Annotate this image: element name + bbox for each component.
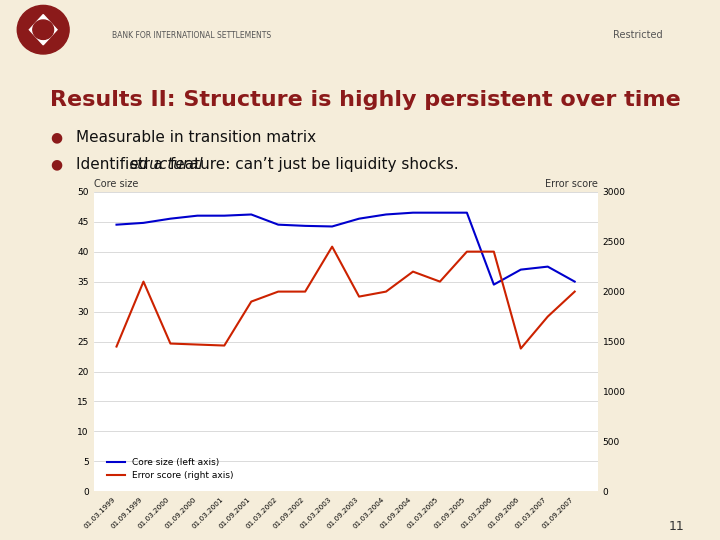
Text: BANK FOR INTERNATIONAL SETTLEMENTS: BANK FOR INTERNATIONAL SETTLEMENTS bbox=[112, 31, 271, 39]
Text: ●: ● bbox=[50, 131, 63, 145]
Circle shape bbox=[17, 5, 69, 54]
Text: Identified a: Identified a bbox=[76, 157, 167, 172]
Polygon shape bbox=[30, 15, 57, 45]
Text: Restricted: Restricted bbox=[613, 30, 662, 40]
Legend: Core size (left axis), Error score (right axis): Core size (left axis), Error score (righ… bbox=[103, 454, 237, 484]
Text: Results II: Structure is highly persistent over time: Results II: Structure is highly persiste… bbox=[50, 90, 681, 110]
Text: Error score: Error score bbox=[545, 179, 598, 189]
Text: 11: 11 bbox=[668, 520, 684, 533]
Text: Measurable in transition matrix: Measurable in transition matrix bbox=[76, 130, 316, 145]
Text: structural: structural bbox=[130, 157, 204, 172]
Text: ●: ● bbox=[50, 158, 63, 172]
Text: feature: can’t just be liquidity shocks.: feature: can’t just be liquidity shocks. bbox=[166, 157, 459, 172]
Text: Core size: Core size bbox=[94, 179, 138, 189]
Circle shape bbox=[33, 20, 53, 39]
